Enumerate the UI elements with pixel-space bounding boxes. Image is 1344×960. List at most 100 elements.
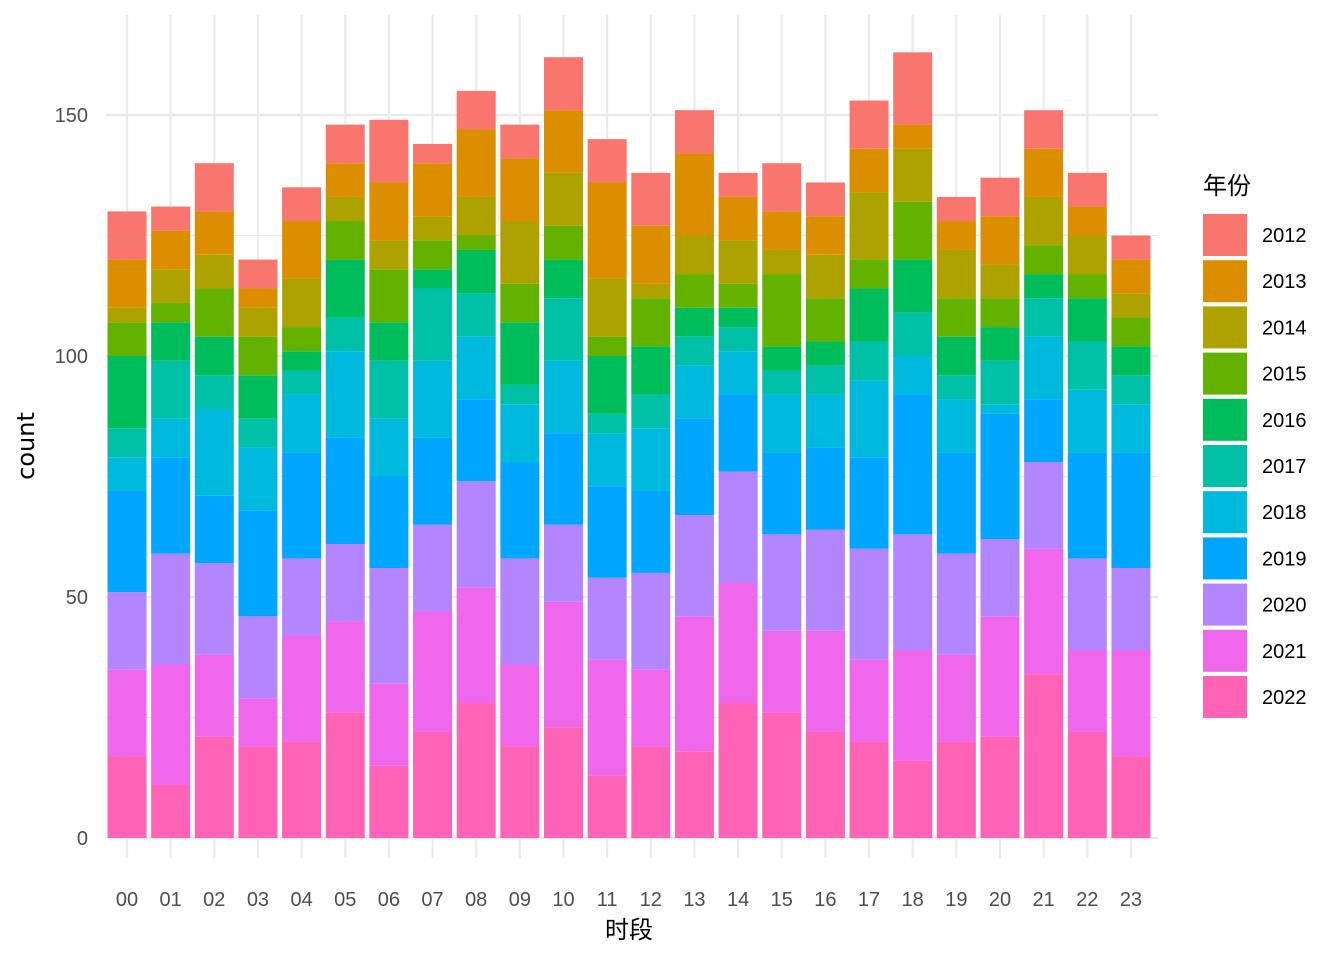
bar-segment (980, 539, 1020, 617)
bar-segment (893, 312, 933, 356)
bar-segment (325, 196, 365, 222)
bar-segment (936, 249, 976, 299)
bar-segment (238, 418, 278, 448)
bar-segment (456, 481, 496, 588)
bar-segment (282, 351, 322, 371)
bar-segment (805, 298, 845, 342)
bar-segment (849, 548, 889, 660)
bar-segment (238, 616, 278, 699)
bar-segment (718, 351, 758, 395)
bar-segment (631, 428, 671, 491)
x-tick-label: 07 (421, 889, 443, 911)
bar-segment (936, 336, 976, 376)
bar-segment (413, 163, 453, 217)
bar-segment (1067, 650, 1107, 732)
bar-segment (980, 404, 1020, 414)
bar-segment (194, 409, 234, 496)
bar-segment (1067, 298, 1107, 342)
bar-segment (762, 452, 802, 535)
bar-segment (1111, 650, 1151, 757)
bar-segment (674, 153, 714, 236)
bar-segment (893, 124, 933, 149)
bar-segment (282, 370, 322, 395)
bar-segment (151, 418, 191, 458)
bar-segment (238, 447, 278, 511)
bar-segment (500, 404, 540, 463)
bar-segment (631, 225, 671, 284)
bar-segment (194, 495, 234, 564)
bar-segment (936, 654, 976, 742)
bar-segment (805, 731, 845, 838)
bar-segment (849, 457, 889, 549)
bar-segment (936, 221, 976, 250)
legend-swatch (1203, 445, 1247, 487)
bar-segment (194, 375, 234, 410)
legend-swatch (1203, 260, 1247, 303)
legend-swatch (1203, 398, 1247, 441)
bar-segment (369, 476, 409, 569)
bar-segment (587, 775, 627, 838)
bar-segment (544, 225, 583, 260)
bar-segment (893, 201, 933, 260)
y-tick-label: 150 (55, 105, 88, 127)
bar-segment (587, 139, 627, 183)
bar-segment (1024, 245, 1064, 275)
bar-segment (893, 534, 933, 651)
bar-segment (369, 240, 409, 270)
x-tick-label: 21 (1033, 889, 1055, 911)
legend-label: 2017 (1262, 456, 1307, 478)
bar-segment (631, 746, 671, 838)
bar-segment (1111, 235, 1151, 260)
bar-segment (849, 288, 889, 342)
x-tick-label: 14 (727, 889, 749, 911)
legend-title: 年份 (1203, 172, 1251, 200)
x-tick-label: 03 (247, 889, 269, 911)
x-tick-label: 10 (552, 889, 574, 911)
bar-segment (500, 664, 540, 747)
y-axis-tick-labels: 0 50 100 150 (55, 105, 88, 850)
bar-segment (1024, 399, 1064, 463)
bar-segment (456, 703, 496, 838)
bar-segment (762, 394, 802, 453)
bar-segment (893, 394, 933, 535)
x-tick-label: 08 (465, 889, 487, 911)
bar-segment (718, 307, 758, 328)
bar-segment (456, 587, 496, 704)
bar-segment (1024, 196, 1064, 246)
bar-segment (587, 182, 627, 279)
bar-segment (413, 288, 453, 361)
bar-segment (194, 163, 234, 212)
bar-segment (1067, 341, 1107, 390)
legend-swatch (1203, 306, 1247, 349)
bar-segment (456, 90, 496, 130)
bar-segment (980, 177, 1020, 217)
x-tick-label: 05 (334, 889, 356, 911)
bar-segment (282, 741, 322, 838)
bar-segment (107, 322, 147, 356)
legend-label: 2015 (1262, 364, 1307, 386)
bar-segment (194, 654, 234, 737)
bar-segment (893, 148, 933, 202)
bar-segment (151, 302, 191, 323)
bar-segment (674, 616, 714, 752)
bar-segment (413, 437, 453, 525)
bar-segment (500, 221, 540, 284)
bar-segment (587, 577, 627, 660)
x-tick-label: 16 (814, 889, 836, 911)
bar-segment (544, 360, 583, 434)
bar-segment (805, 182, 845, 217)
bar-segment (893, 259, 933, 313)
x-tick-label: 20 (989, 889, 1011, 911)
bar-segment (805, 254, 845, 299)
bar-segment (762, 370, 802, 395)
bar-segment (893, 760, 933, 838)
bar-segment (1067, 172, 1107, 207)
y-tick-label: 50 (66, 587, 88, 609)
bar-segment (849, 192, 889, 260)
bar-segment (936, 553, 976, 655)
legend-swatch (1203, 352, 1247, 395)
x-tick-label: 15 (771, 889, 793, 911)
bar-segment (1111, 259, 1151, 294)
bar-segment (631, 669, 671, 747)
